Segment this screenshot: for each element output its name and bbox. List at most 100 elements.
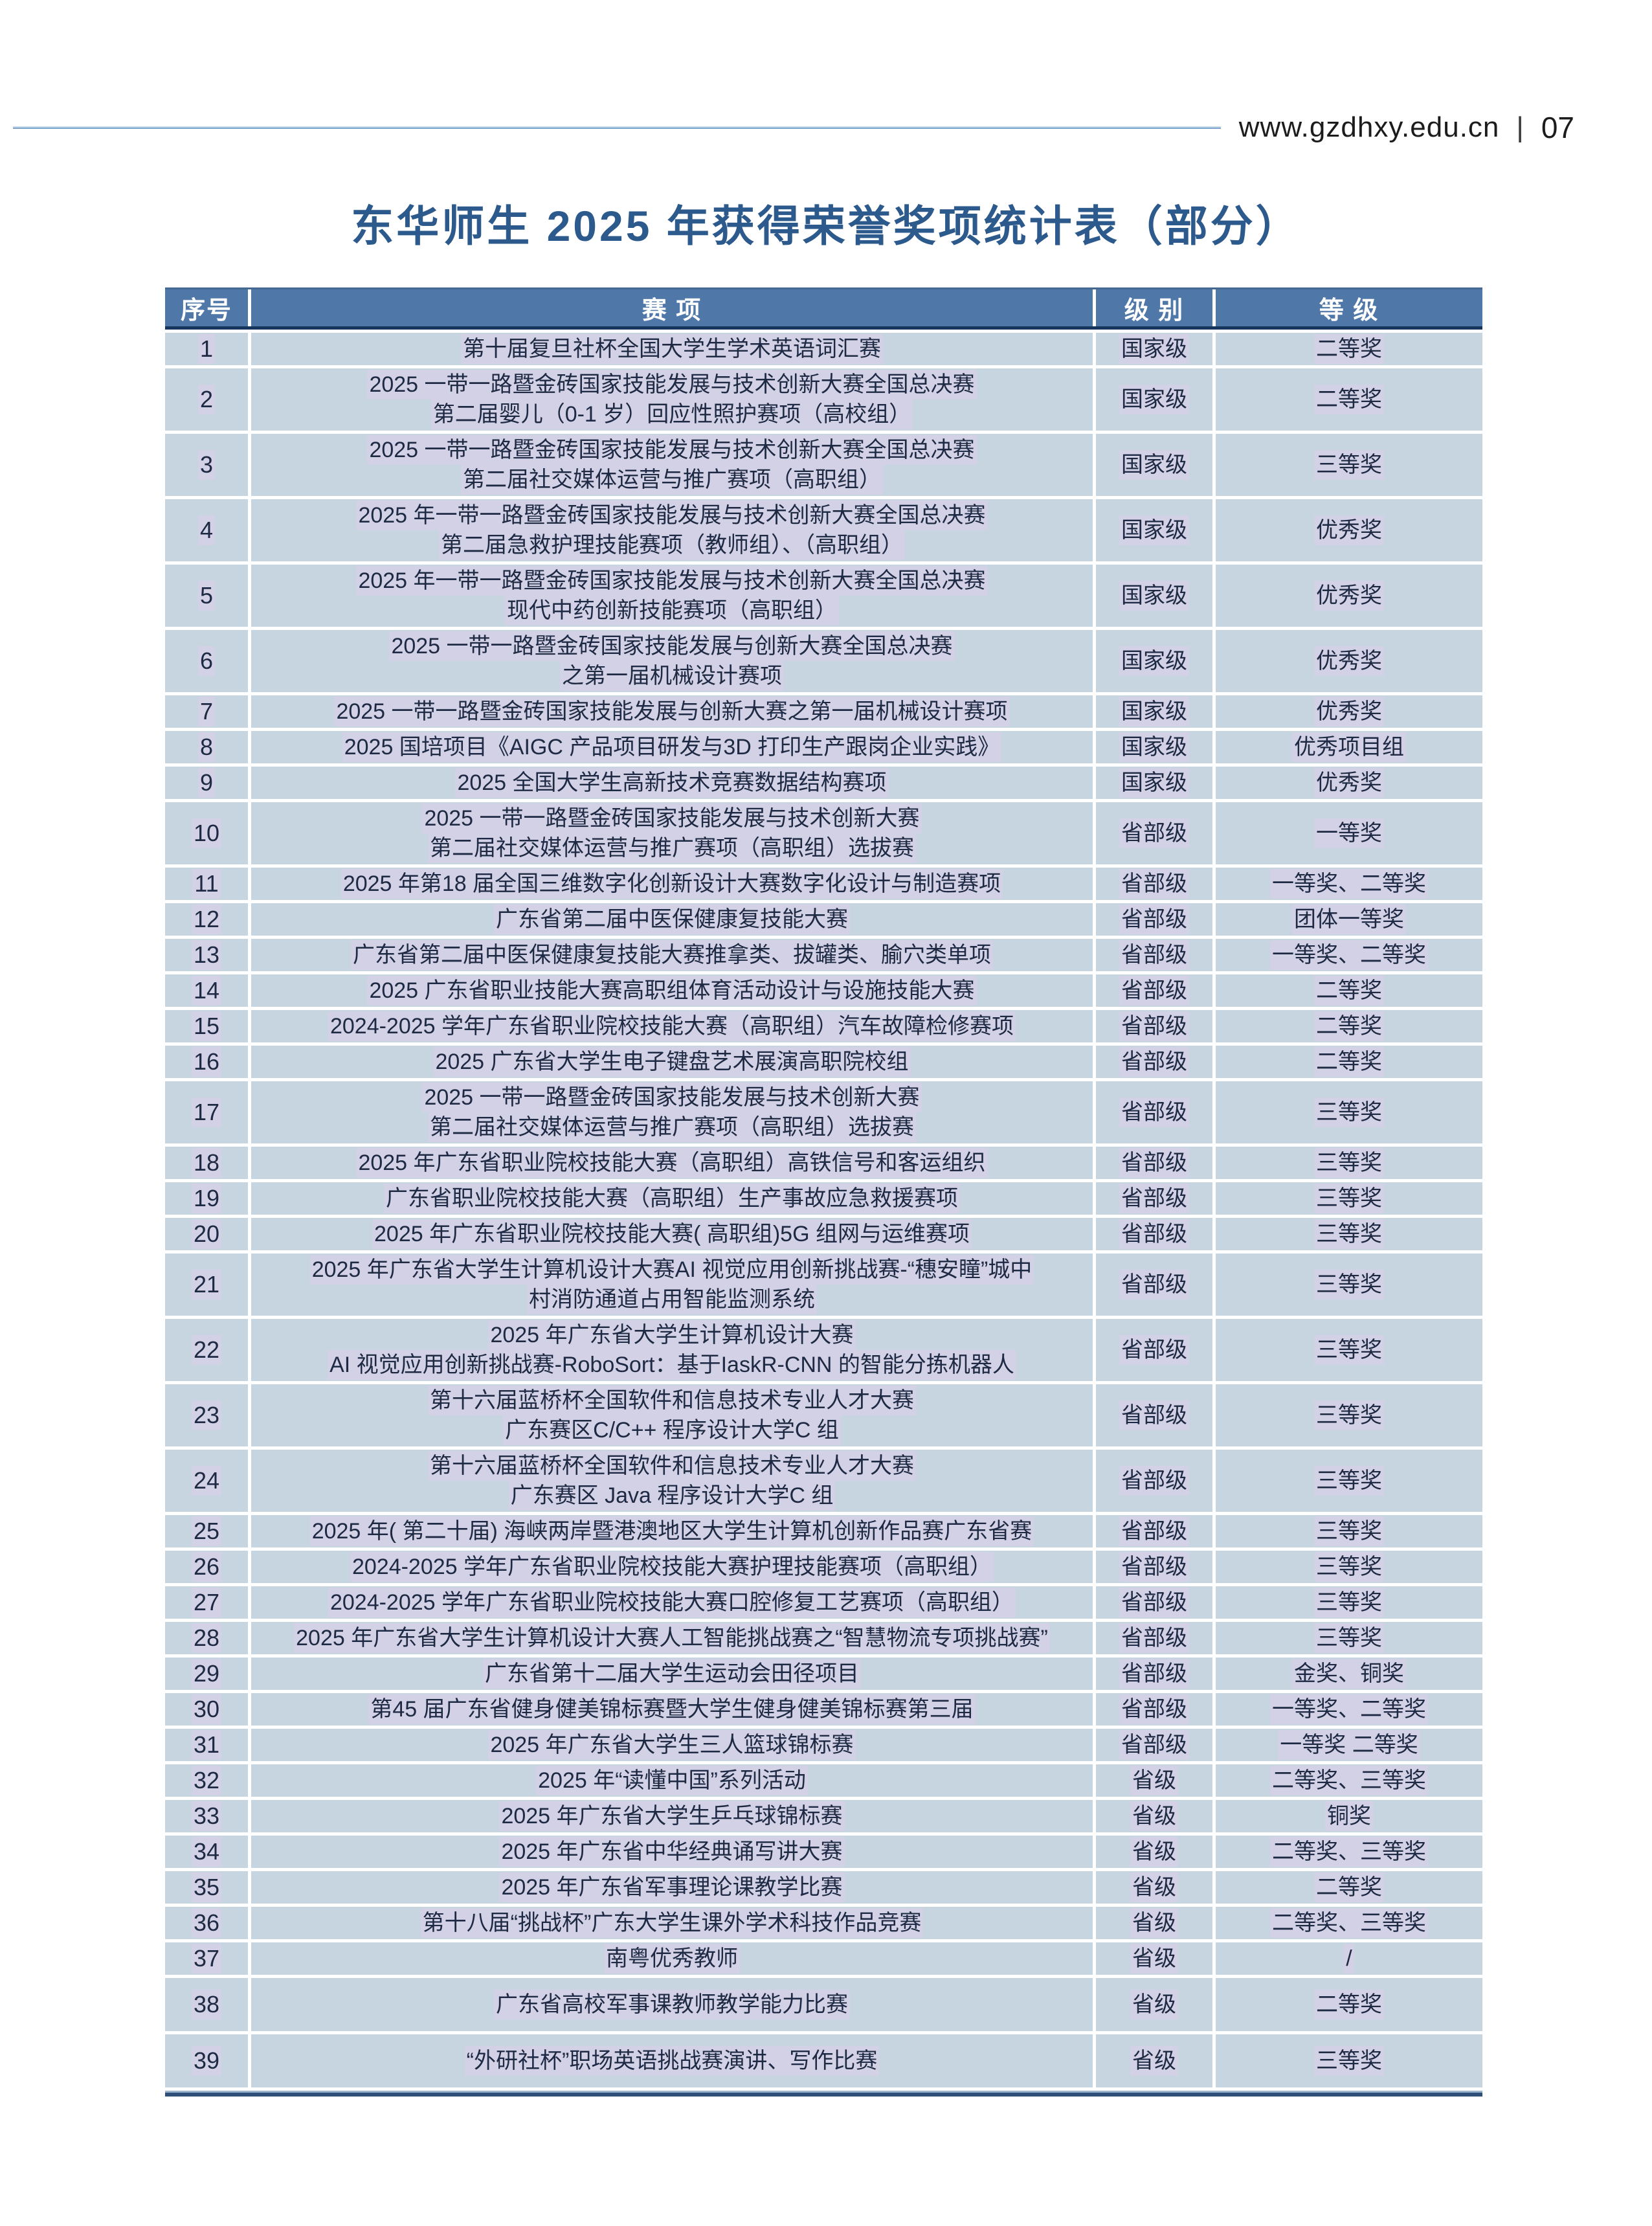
cell-level: 国家级	[1096, 695, 1212, 728]
event-line: 广东省第十二届大学生运动会田径项目	[483, 1659, 861, 1689]
grade-value: 优秀奖	[1314, 581, 1384, 611]
event-line: 第十六届蓝桥杯全国软件和信息技术专业人才大赛	[428, 1386, 916, 1415]
cell-grade: 三等奖	[1216, 1515, 1482, 1547]
table-row: 33 2025 年广东省大学生乒乓球锦标赛 省级 铜奖	[165, 1800, 1482, 1832]
seq-value: 14	[191, 976, 222, 1006]
cell-seq: 2	[165, 368, 248, 431]
cell-grade: 三等奖	[1216, 1147, 1482, 1179]
table-row: 7 2025 一带一路暨金砖国家技能发展与创新大赛之第一届机械设计赛项 国家级 优秀奖	[165, 695, 1482, 728]
cell-grade: 优秀奖	[1216, 565, 1482, 627]
level-value: 省部级	[1119, 1552, 1189, 1582]
cell-level: 省部级	[1096, 1182, 1212, 1215]
event-line: 2025 全国大学生高新技术竞赛数据结构赛项	[455, 768, 889, 798]
table-row: 30 第45 届广东省健身健美锦标赛暨大学生健身健美锦标赛第三届 省部级 一等奖、二等…	[165, 1693, 1482, 1726]
level-value: 省部级	[1119, 1400, 1189, 1430]
table-row: 34 2025 年广东省中华经典诵写讲大赛 省级 二等奖、三等奖	[165, 1836, 1482, 1868]
page-header: www.gzdhxy.edu.cn | 07	[0, 0, 1652, 145]
seq-value: 36	[191, 1908, 222, 1938]
cell-level: 省级	[1096, 1978, 1212, 2031]
event-line: 2025 一带一路暨金砖国家技能发展与技术创新大赛全国总决赛	[367, 370, 977, 399]
event-text: 第十六届蓝桥杯全国软件和信息技术专业人才大赛	[428, 1451, 916, 1481]
level-value: 省级	[1130, 1837, 1178, 1867]
cell-level: 国家级	[1096, 333, 1212, 365]
event-line: 广东省第二届中医保健康复技能大赛推拿类、拔罐类、腧穴类单项	[351, 940, 993, 970]
table-row: 6 2025 一带一路暨金砖国家技能发展与创新大赛全国总决赛 之第一届机械设计赛项国…	[165, 630, 1482, 692]
seq-value: 17	[191, 1097, 222, 1127]
event-line: 广东省职业院校技能大赛（高职组）生产事故应急救援赛项	[384, 1184, 960, 1213]
grade-value: 三等奖	[1314, 1552, 1384, 1582]
grade-value: 铜奖	[1325, 1801, 1373, 1831]
grade-value: 优秀奖	[1314, 697, 1384, 726]
event-text: 第二届急救护理技能赛项（教师组）、（高职组）	[439, 530, 905, 560]
event-text: 2025 一带一路暨金砖国家技能发展与创新大赛全国总决赛	[389, 631, 955, 661]
event-line: 广东赛区 Java 程序设计大学C 组	[508, 1481, 836, 1511]
cell-seq: 6	[165, 630, 248, 692]
event-line: 2025 年广东省职业院校技能大赛（高职组）高铁信号和客运组织	[356, 1148, 988, 1178]
event-line: 2025 年第18 届全国三维数字化创新设计大赛数字化设计与制造赛项	[340, 869, 1003, 899]
event-text: 2025 年广东省中华经典诵写讲大赛	[499, 1837, 845, 1867]
cell-grade: 优秀奖	[1216, 695, 1482, 728]
table-row: 12 广东省第二届中医保健康复技能大赛 省部级 团体一等奖	[165, 903, 1482, 936]
seq-value: 34	[191, 1837, 222, 1867]
table-row: 16 2025 广东省大学生电子键盘艺术展演高职院校组 省部级 二等奖	[165, 1046, 1482, 1078]
level-value: 国家级	[1119, 515, 1189, 545]
grade-value: 一等奖	[1314, 818, 1384, 848]
grade-value: 二等奖	[1314, 976, 1384, 1006]
cell-grade: 三等奖	[1216, 1586, 1482, 1619]
event-text: 现代中药创新技能赛项（高职组）	[505, 596, 839, 625]
cell-event: 2025 年广东省大学生三人篮球锦标赛	[251, 1729, 1093, 1761]
cell-grade: 三等奖	[1216, 434, 1482, 496]
cell-grade: 一等奖	[1216, 802, 1482, 864]
event-text: 2024-2025 学年广东省职业院校技能大赛护理技能赛项（高职组）	[350, 1552, 994, 1582]
cell-level: 省部级	[1096, 1586, 1212, 1619]
cell-seq: 23	[165, 1384, 248, 1446]
event-text: 广东省第二届中医保健康复技能大赛推拿类、拔罐类、腧穴类单项	[351, 940, 993, 970]
event-line: 2025 年广东省大学生计算机设计大赛AI 视觉应用创新挑战赛-“穗安瞳”城中	[309, 1255, 1034, 1285]
event-line: 第二届社交媒体运营与推广赛项（高职组）选拔赛	[428, 833, 916, 863]
seq-value: 3	[197, 450, 216, 480]
event-line: 2025 年广东省大学生乒乓球锦标赛	[499, 1801, 845, 1831]
grade-value: 三等奖	[1314, 1400, 1384, 1430]
grade-value: 优秀项目组	[1292, 732, 1406, 762]
cell-event: 第45 届广东省健身健美锦标赛暨大学生健身健美锦标赛第三届	[251, 1693, 1093, 1726]
grade-value: 优秀奖	[1314, 768, 1384, 798]
cell-event: 2025 年广东省大学生乒乓球锦标赛	[251, 1800, 1093, 1832]
cell-event: 2024-2025 学年广东省职业院校技能大赛口腔修复工艺赛项（高职组）	[251, 1586, 1093, 1619]
seq-value: 9	[197, 768, 216, 798]
cell-grade: 铜奖	[1216, 1800, 1482, 1832]
cell-grade: 优秀奖	[1216, 499, 1482, 561]
seq-value: 22	[191, 1335, 222, 1365]
cell-grade: 一等奖、二等奖	[1216, 1693, 1482, 1726]
cell-grade: 优秀奖	[1216, 767, 1482, 799]
event-line: 现代中药创新技能赛项（高职组）	[505, 596, 839, 625]
seq-value: 35	[191, 1872, 222, 1902]
table-row: 21 2025 年广东省大学生计算机设计大赛AI 视觉应用创新挑战赛-“穗安瞳”城…	[165, 1254, 1482, 1316]
seq-value: 1	[197, 334, 216, 364]
cell-event: 2025 一带一路暨金砖国家技能发展与技术创新大赛全国总决赛 第二届社交媒体运营与…	[251, 434, 1093, 496]
seq-value: 38	[191, 1990, 222, 2019]
grade-value: 一等奖 二等奖	[1278, 1730, 1420, 1760]
cell-grade: 金奖、铜奖	[1216, 1658, 1482, 1690]
level-value: 国家级	[1119, 581, 1189, 611]
event-text: 南粤优秀教师	[604, 1944, 740, 1973]
seq-value: 10	[191, 818, 222, 848]
cell-event: 2025 年广东省职业院校技能大赛（高职组）高铁信号和客运组织	[251, 1147, 1093, 1179]
cell-seq: 29	[165, 1658, 248, 1690]
cell-event: 2025 一带一路暨金砖国家技能发展与创新大赛全国总决赛 之第一届机械设计赛项	[251, 630, 1093, 692]
grade-value: 优秀奖	[1314, 515, 1384, 545]
level-value: 国家级	[1119, 450, 1189, 480]
event-text: 村消防通道占用智能监测系统	[527, 1285, 817, 1314]
event-text: 第二届社交媒体运营与推广赛项（高职组）	[461, 465, 883, 495]
seq-value: 15	[191, 1011, 222, 1041]
grade-value: 优秀奖	[1314, 646, 1384, 676]
cell-event: 2025 年一带一路暨金砖国家技能发展与技术创新大赛全国总决赛 现代中药创新技能赛…	[251, 565, 1093, 627]
cell-grade: 二等奖	[1216, 974, 1482, 1007]
cell-seq: 31	[165, 1729, 248, 1761]
cell-level: 省级	[1096, 1942, 1212, 1975]
cell-seq: 30	[165, 1693, 248, 1726]
event-line: 2025 年广东省中华经典诵写讲大赛	[499, 1837, 845, 1867]
event-line: 第二届社交媒体运营与推广赛项（高职组）	[461, 465, 883, 495]
cell-seq: 28	[165, 1622, 248, 1654]
seq-value: 23	[191, 1400, 222, 1430]
seq-value: 8	[197, 732, 216, 762]
